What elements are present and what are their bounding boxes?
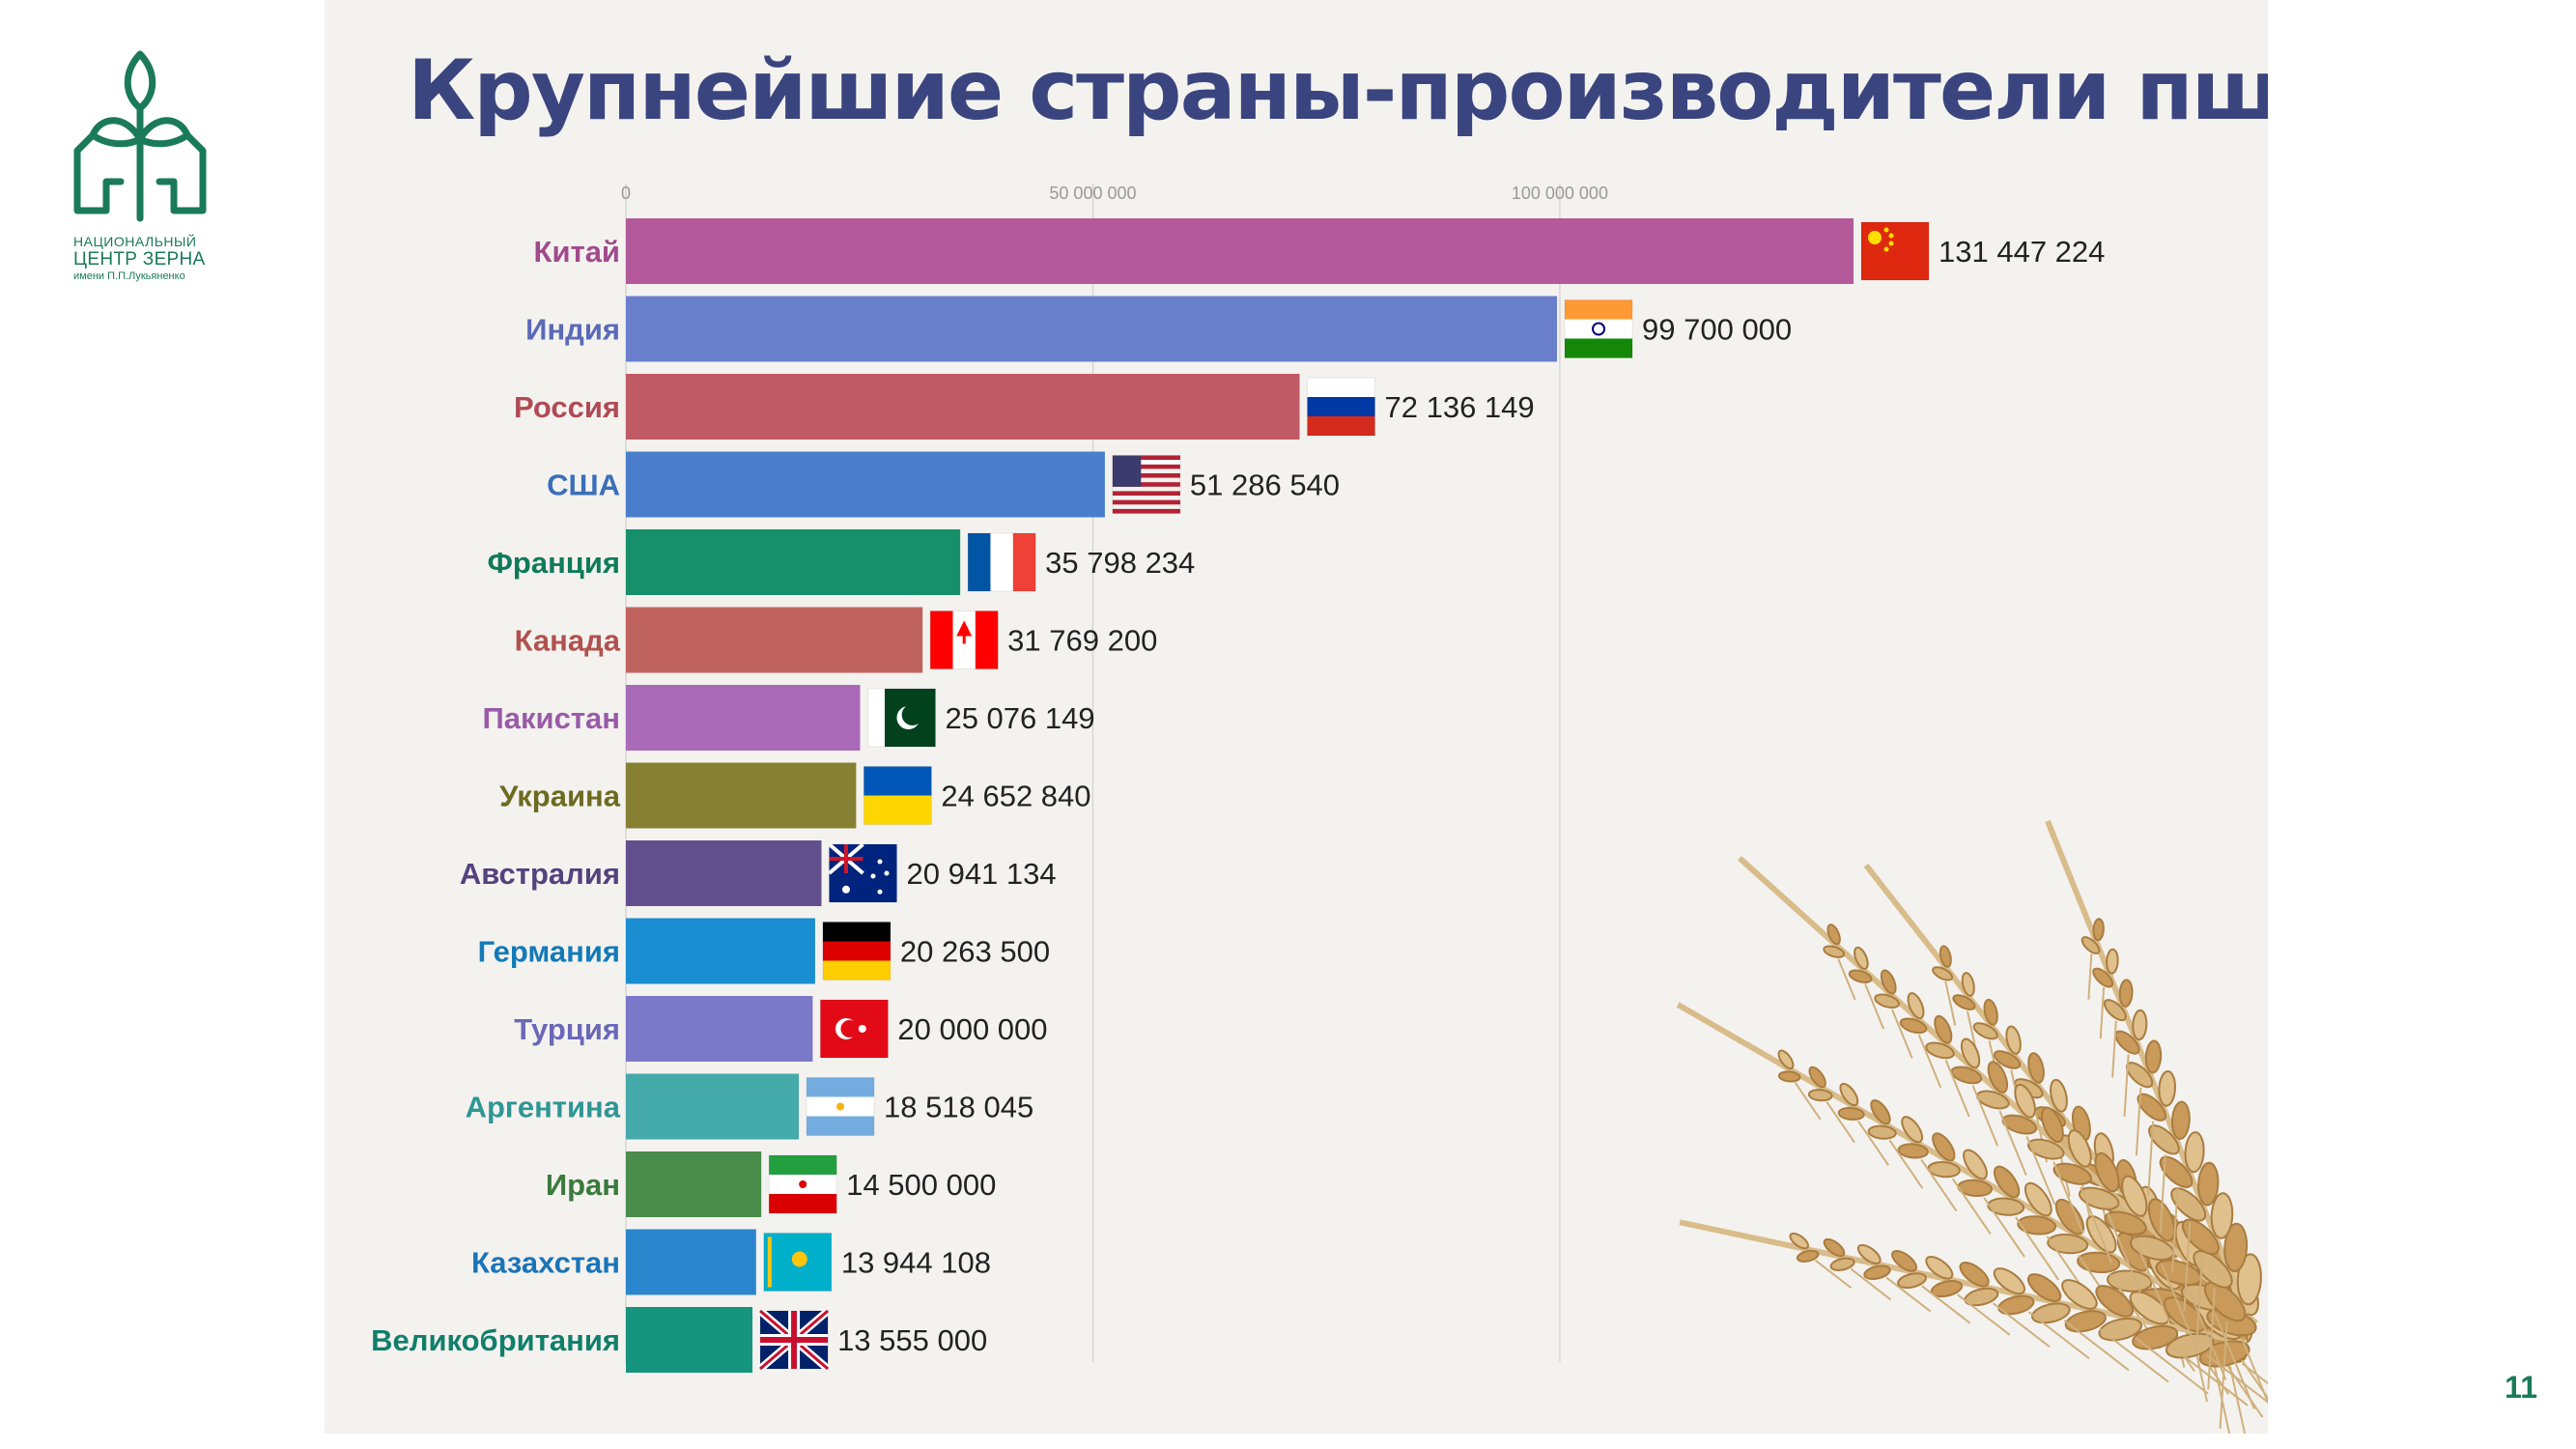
bar	[626, 296, 1558, 362]
category-label: Индия	[525, 313, 620, 347]
france-flag	[967, 532, 1036, 592]
value-label: 31 769 200	[1007, 624, 1157, 658]
bar	[626, 918, 815, 984]
value-label: 131 447 224	[1939, 235, 2105, 269]
bar	[626, 996, 813, 1062]
value-label: 18 518 045	[884, 1091, 1033, 1124]
value-label: 13 555 000	[837, 1323, 987, 1357]
category-label: Великобритания	[371, 1323, 620, 1357]
bar	[626, 1307, 753, 1373]
australia-flag	[828, 842, 897, 903]
chart-bars: Китай 131 447 224 Индия 99 700 000 Россия 72 …	[371, 218, 2105, 1373]
value-label: 35 798 234	[1045, 546, 1195, 580]
canada-flag	[929, 611, 999, 669]
ukraine-flag	[863, 766, 932, 825]
category-label: Украина	[499, 780, 621, 813]
x-tick-label: 50 000 000	[1049, 184, 1136, 203]
argentina-flag	[806, 1077, 875, 1136]
page-number: 11	[2505, 1370, 2537, 1405]
value-label: 24 652 840	[941, 780, 1090, 813]
category-label: Турция	[514, 1012, 620, 1046]
india-flag	[1564, 299, 1633, 358]
bar	[626, 607, 923, 673]
category-label: Иран	[546, 1168, 620, 1202]
turkey-flag	[819, 999, 889, 1059]
bar	[626, 685, 861, 751]
bar	[626, 1151, 762, 1217]
category-label: Пакистан	[483, 701, 620, 735]
logo-emblem-icon	[73, 50, 207, 222]
wheat-ear	[1679, 1219, 2268, 1431]
x-tick-label: 100 000 000	[1512, 184, 1608, 203]
russia-flag	[1307, 377, 1376, 437]
bar	[626, 218, 1854, 284]
category-label: Австралия	[460, 857, 620, 891]
bar	[626, 451, 1105, 518]
value-label: 51 286 540	[1190, 469, 1340, 502]
logo-text-line1: НАЦИОНАЛЬНЫЙ	[73, 234, 197, 249]
value-label: 14 500 000	[846, 1168, 996, 1202]
x-tick-label: 0	[621, 184, 631, 203]
value-label: 72 136 149	[1385, 390, 1535, 424]
bar-chart: 0 50 000 000 100 000 000 Китай 131 447 224 И…	[371, 184, 2268, 1434]
category-label: Франция	[487, 546, 620, 580]
value-label: 20 000 000	[897, 1012, 1047, 1046]
wheat-ear	[2045, 819, 2262, 1430]
category-label: Аргентина	[466, 1091, 621, 1124]
slide-panel: Крупнейшие страны-производители пшеницы …	[325, 0, 2268, 1434]
logo-text-line2: ЦЕНТР ЗЕРНА	[73, 249, 206, 270]
category-label: Россия	[514, 390, 620, 424]
category-label: Германия	[478, 935, 620, 969]
category-label: Канада	[515, 624, 621, 658]
logo: НАЦИОНАЛЬНЫЙ ЦЕНТР ЗЕРНА имени П.П.Лукья…	[68, 46, 222, 298]
usa-flag	[1112, 455, 1181, 514]
germany-flag	[822, 922, 892, 980]
bar	[626, 1229, 756, 1295]
kazakhstan-flag	[763, 1233, 833, 1292]
value-label: 13 944 108	[841, 1246, 991, 1280]
category-label: США	[547, 469, 620, 502]
value-label: 25 076 149	[945, 701, 1094, 735]
bar	[626, 762, 857, 829]
uk-flag	[757, 1307, 831, 1373]
logo-text-line3: имени П.П.Лукьяненко	[73, 270, 185, 282]
pakistan-flag	[866, 688, 936, 748]
iran-flag	[768, 1154, 837, 1214]
category-label: Китай	[534, 235, 620, 269]
bar	[626, 840, 822, 906]
value-label: 20 941 134	[906, 857, 1056, 891]
bar	[626, 1073, 800, 1140]
value-label: 20 263 500	[900, 935, 1050, 969]
category-label: Казахстан	[471, 1246, 620, 1280]
china-flag	[1860, 221, 1930, 281]
chart-title: Крупнейшие страны-производители пшеницы	[408, 43, 2268, 139]
bar	[626, 374, 1300, 440]
bar	[626, 529, 961, 595]
value-label: 99 700 000	[1642, 313, 1792, 347]
wheat-ears-image	[1676, 819, 2268, 1434]
